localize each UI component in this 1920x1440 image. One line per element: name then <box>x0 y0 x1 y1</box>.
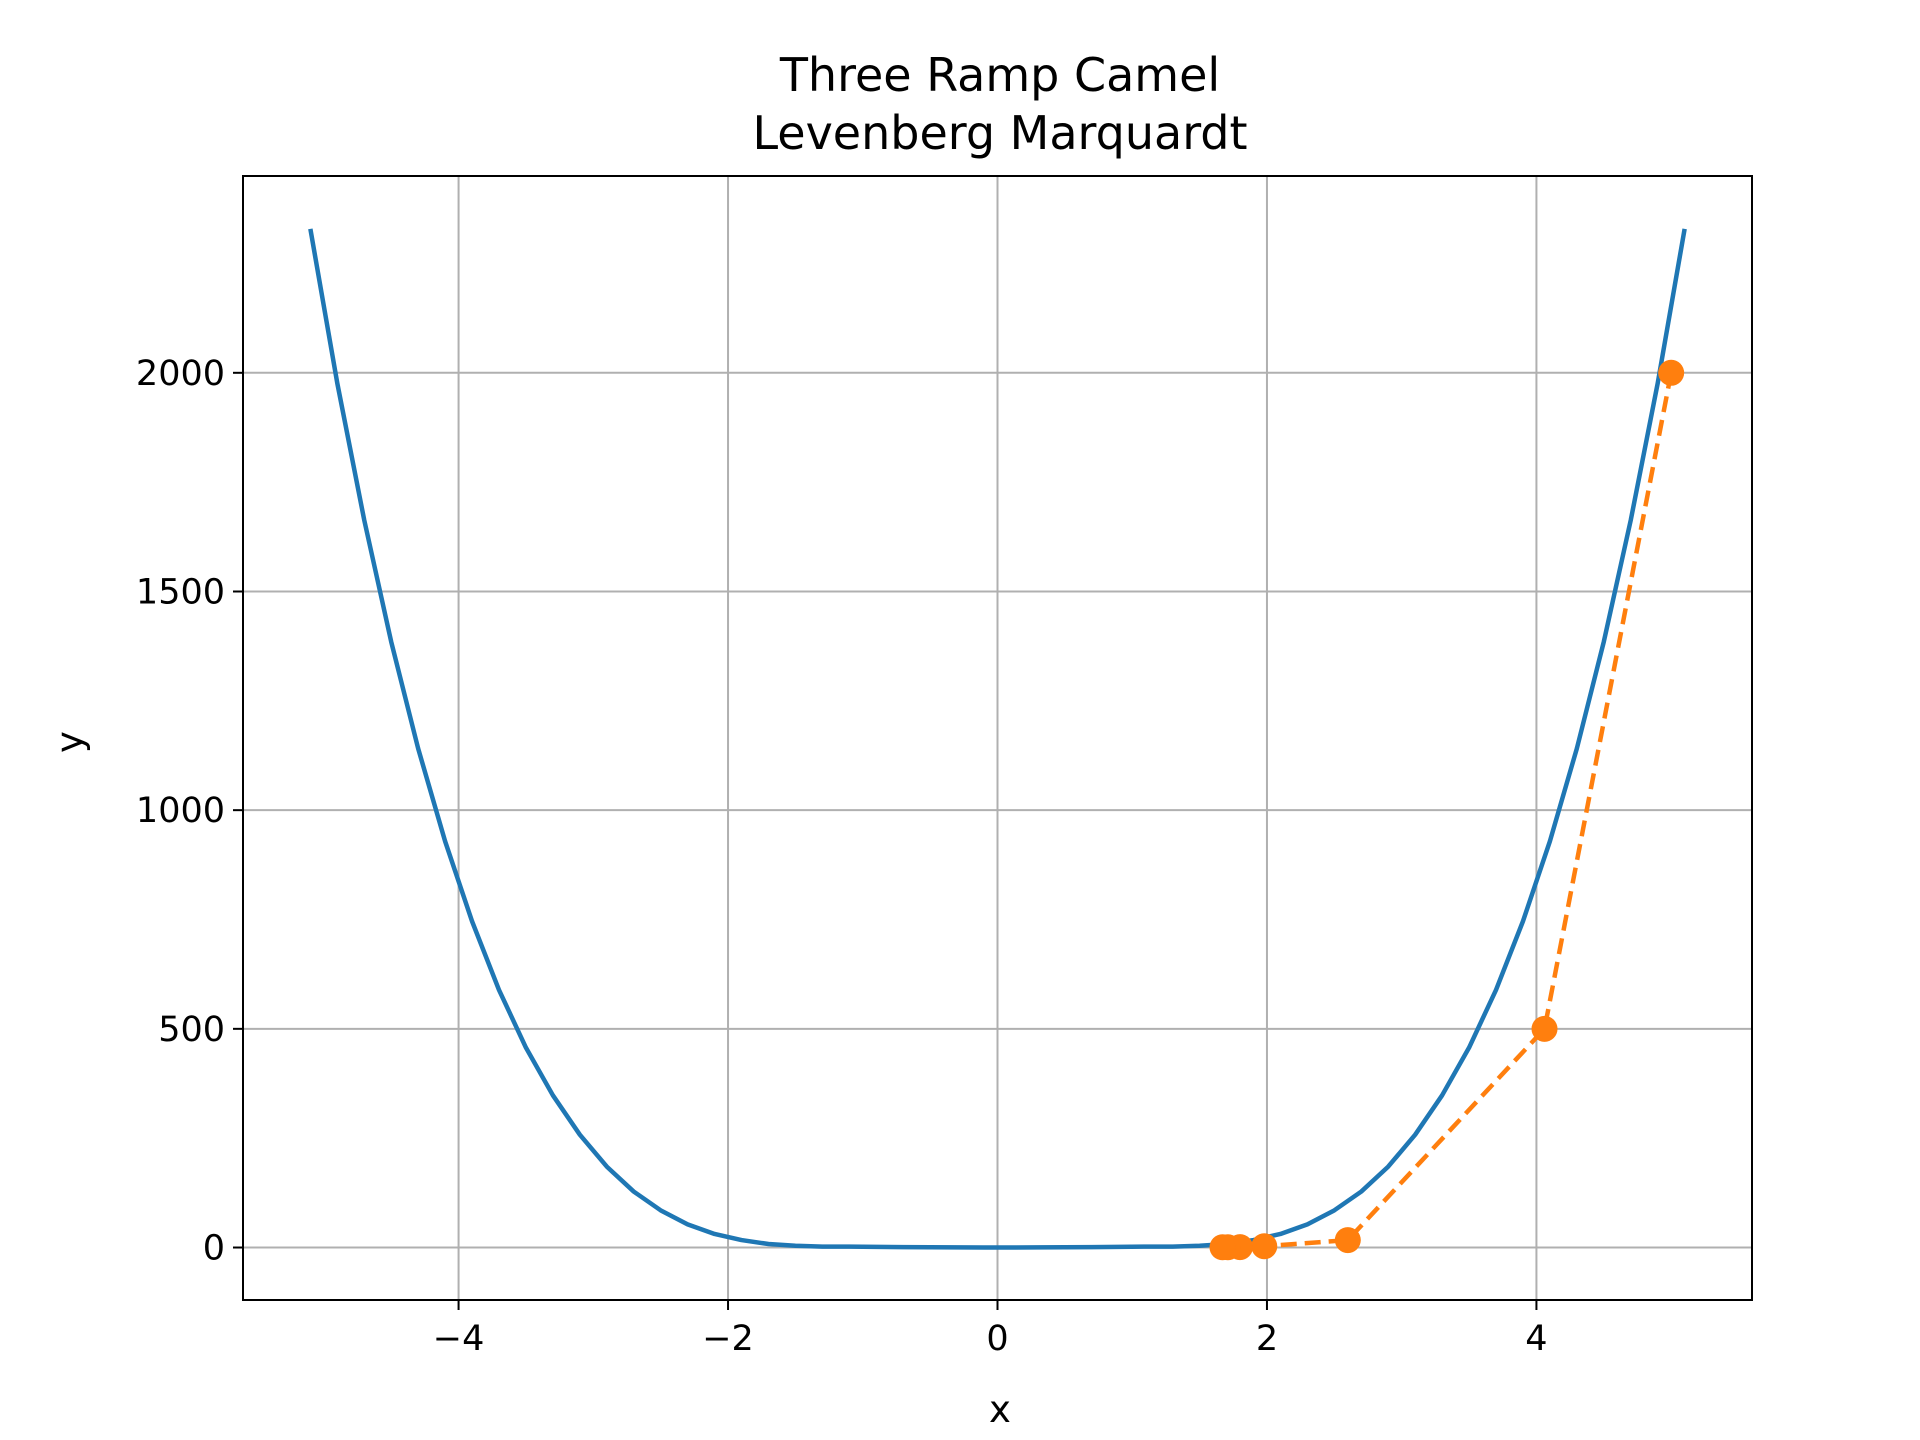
grid <box>243 176 1752 1300</box>
ticks: −4 −2 0 2 4 0 500 1000 1500 2000 <box>136 354 1548 1359</box>
series-1-point <box>1251 1233 1278 1260</box>
y-tick-label: 2000 <box>136 354 225 394</box>
chart-subtitle: Levenberg Marquardt <box>752 106 1247 160</box>
y-tick-label: 1500 <box>136 572 225 612</box>
x-tick-label: 0 <box>986 1319 1008 1359</box>
series-line-0 <box>308 228 1687 1250</box>
x-tick-label: 2 <box>1256 1319 1278 1359</box>
x-tick-label: −4 <box>433 1319 485 1359</box>
chart-title: Three Ramp Camel <box>779 48 1220 102</box>
series-layer <box>308 228 1687 1261</box>
y-tick-label: 0 <box>203 1229 225 1269</box>
x-tick-label: 4 <box>1525 1319 1547 1359</box>
x-axis-label: x <box>989 1388 1011 1431</box>
series-1-point <box>1531 1015 1558 1042</box>
series-1-point <box>1209 1234 1236 1261</box>
x-tick-label: −2 <box>702 1319 754 1359</box>
series-1-point <box>1658 359 1685 386</box>
y-tick-label: 1000 <box>136 791 225 831</box>
y-axis-label: y <box>48 731 91 753</box>
y-tick-label: 500 <box>158 1010 225 1050</box>
series-1-point <box>1334 1227 1361 1254</box>
